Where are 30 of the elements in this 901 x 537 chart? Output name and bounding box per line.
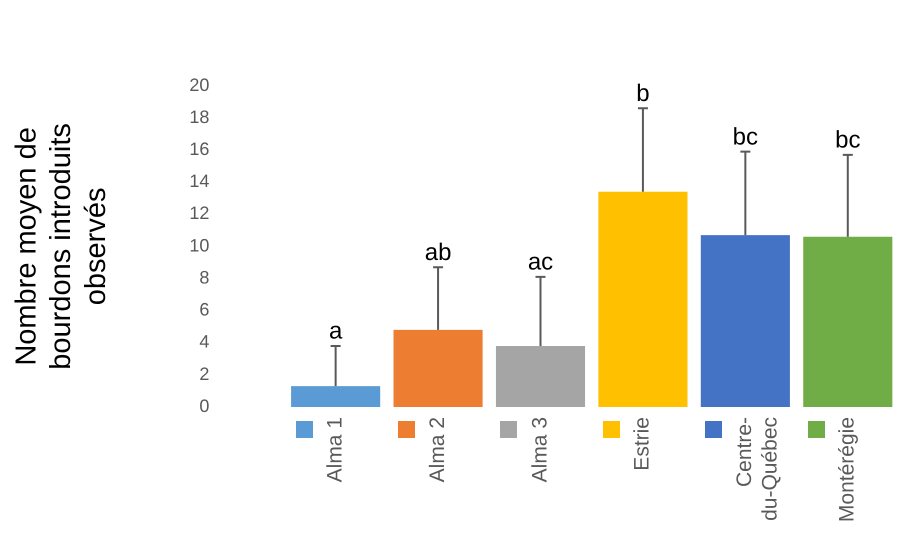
y-tick-label: 2 [199, 364, 210, 384]
x-tick-label: Centre-du-Québec [733, 417, 782, 521]
y-tick-label: 10 [189, 235, 210, 256]
y-tick-label: 16 [189, 139, 210, 160]
bar [394, 330, 483, 407]
y-tick-label: 20 [189, 74, 210, 95]
y-tick-label: 18 [189, 106, 210, 127]
x-tick-label: Alma 3 [528, 417, 552, 482]
x-tick-label: Estrie [630, 417, 654, 471]
bar [291, 386, 380, 407]
x-tick-label: Alma 1 [323, 417, 346, 482]
bar [700, 235, 790, 407]
x-tick-label: Alma 2 [426, 417, 449, 482]
y-tick-label: 8 [199, 267, 210, 288]
bar [803, 236, 892, 407]
bar [598, 192, 688, 407]
annotation: bc [835, 126, 860, 154]
y-tick-label: 4 [199, 332, 210, 352]
y-tick-label: 12 [189, 203, 210, 224]
annotation: bc [732, 123, 758, 150]
annotation: a [328, 318, 343, 345]
annotation: ac [528, 248, 554, 276]
y-axis-title: Nombre moyen de bourdons introduits observés [10, 123, 112, 370]
y-tick-label: 0 [199, 396, 210, 416]
bar [496, 346, 586, 407]
x-tick-label: Montérégie [836, 417, 859, 522]
y-tick-label: 14 [189, 171, 210, 192]
annotation: ab [424, 238, 452, 266]
annotation: b [636, 80, 650, 107]
y-tick-label: 6 [199, 300, 210, 320]
